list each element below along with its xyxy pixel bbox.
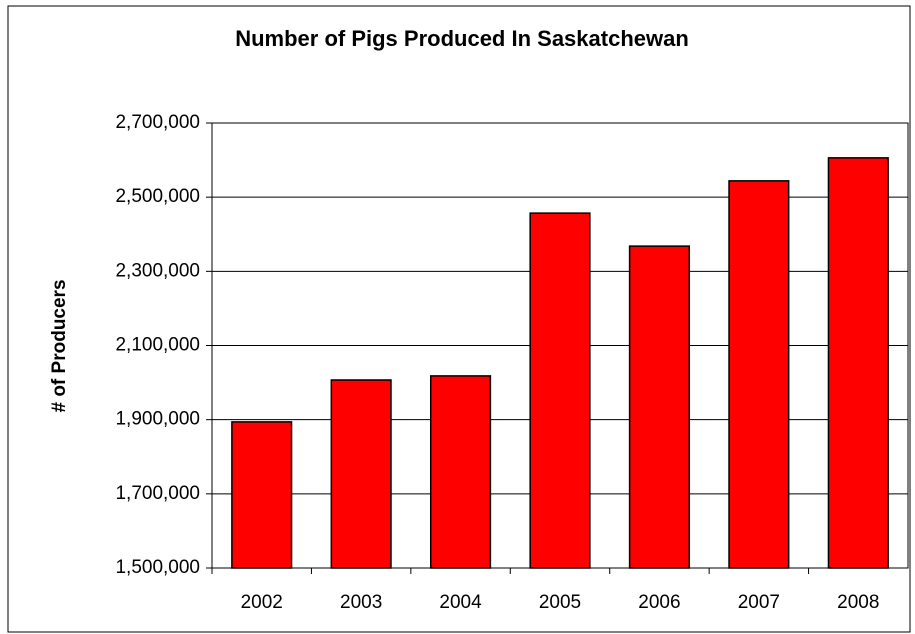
bar [330,379,392,569]
y-tick-label: 2,700,000 [115,112,200,133]
y-tick-label: 1,500,000 [115,557,200,578]
y-tick-label: 2,300,000 [115,260,200,281]
x-tick-label: 2003 [340,592,382,613]
x-tick-label: 2004 [439,592,482,613]
bar [231,421,293,569]
y-tick-label: 1,900,000 [115,409,200,430]
chart-title: Number of Pigs Produced In Saskatchewan [235,26,689,51]
bar [429,375,492,569]
x-tick-label: 2008 [837,592,879,613]
bar [728,180,790,569]
y-tick-label: 1,700,000 [115,483,200,504]
y-axis-label: # of Producers [49,279,70,412]
bar [827,157,889,569]
bar [529,212,591,569]
x-tick-label: 2002 [241,592,283,613]
x-tick-label: 2006 [638,592,680,613]
x-tick-label: 2007 [738,592,780,613]
x-tick-label: 2005 [539,592,581,613]
y-tick-label: 2,500,000 [115,186,200,207]
bar [628,245,691,569]
y-tick-label: 2,100,000 [115,335,200,356]
